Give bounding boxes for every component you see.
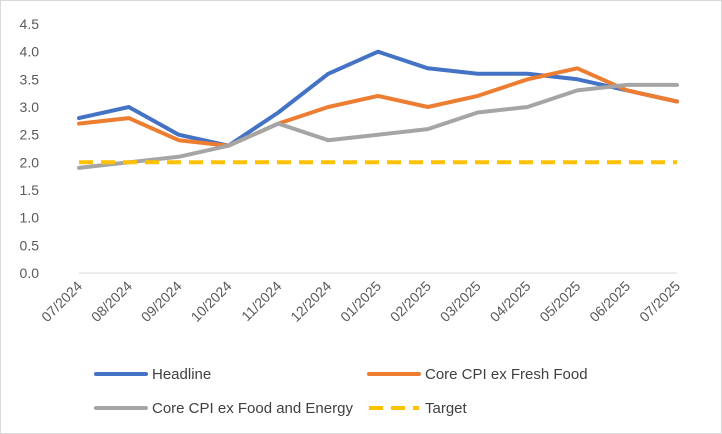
x-tick-label: 10/2024 bbox=[188, 278, 235, 325]
x-axis-ticks: 07/2024 08/2024 09/2024 10/2024 11/2024 12/20… bbox=[38, 278, 683, 325]
legend-label-core-cpi-ex-food-and-energy: Core CPI ex Food and Energy bbox=[152, 400, 353, 417]
y-tick-label: 2.0 bbox=[20, 154, 40, 170]
y-tick-label: 0.0 bbox=[20, 265, 40, 281]
y-tick-label: 1.5 bbox=[20, 182, 40, 198]
x-tick-label: 06/2025 bbox=[586, 278, 633, 325]
y-tick-label: 3.5 bbox=[20, 71, 40, 87]
x-tick-label: 01/2025 bbox=[337, 278, 384, 325]
legend-label-headline: Headline bbox=[152, 366, 211, 383]
x-tick-label: 08/2024 bbox=[88, 278, 135, 325]
y-tick-label: 0.5 bbox=[20, 237, 40, 253]
series-line-headline bbox=[77, 49, 679, 148]
series-line-core-cpi-ex-fresh-food bbox=[77, 66, 679, 148]
x-tick-label: 07/2025 bbox=[636, 278, 683, 325]
x-tick-label: 11/2024 bbox=[238, 278, 285, 325]
series-line-core-cpi-ex-food-and-energy bbox=[77, 82, 679, 170]
chart-legend: Headline Core CPI ex Fresh Food Core CPI e… bbox=[94, 366, 588, 417]
y-tick-label: 4.0 bbox=[20, 44, 40, 60]
x-tick-label: 05/2025 bbox=[536, 278, 583, 325]
y-tick-label: 4.5 bbox=[20, 16, 40, 32]
x-tick-label: 02/2025 bbox=[387, 278, 434, 325]
y-tick-label: 3.0 bbox=[20, 99, 40, 115]
y-axis-ticks: 0.0 0.5 1.0 1.5 2.0 2.5 3.0 3.5 4.0 4.5 bbox=[20, 16, 40, 281]
legend-label-target: Target bbox=[425, 400, 468, 417]
y-tick-label: 2.5 bbox=[20, 127, 40, 143]
x-tick-label: 09/2024 bbox=[138, 278, 185, 325]
x-tick-label: 04/2025 bbox=[487, 278, 534, 325]
legend-label-core-cpi-ex-fresh-food: Core CPI ex Fresh Food bbox=[425, 366, 588, 383]
series-lines bbox=[77, 49, 679, 170]
x-tick-label: 12/2024 bbox=[287, 278, 334, 325]
x-tick-label: 03/2025 bbox=[437, 278, 484, 325]
y-tick-label: 1.0 bbox=[20, 210, 40, 226]
x-tick-label: 07/2024 bbox=[38, 278, 85, 325]
